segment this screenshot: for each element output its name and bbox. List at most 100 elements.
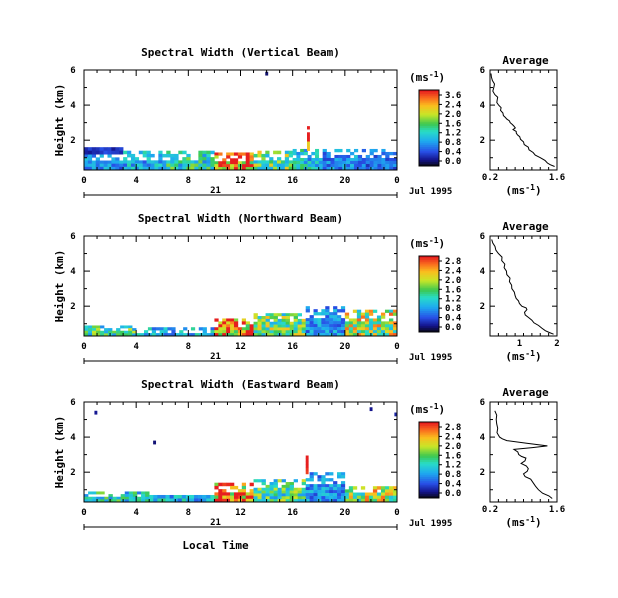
heatmap-cell <box>281 490 286 494</box>
heatmap-cell <box>249 330 254 334</box>
heatmap-cell <box>353 148 359 153</box>
heatmap-cell <box>388 324 394 328</box>
heatmap-cell <box>112 499 117 503</box>
heatmap-cell <box>91 154 97 158</box>
heatmap-cell <box>230 167 235 171</box>
heatmap-cell <box>218 327 223 331</box>
heatmap-cell <box>170 153 175 158</box>
heatmap-cell <box>321 484 326 488</box>
heatmap-cell <box>360 321 366 325</box>
heatmap-cell <box>307 154 312 159</box>
heatmap-cell <box>218 164 223 168</box>
heatmap-cell <box>273 324 278 328</box>
heatmap-cell <box>107 154 112 158</box>
heatmap-cell <box>214 161 219 165</box>
heatmap-cell <box>313 484 318 488</box>
heatmap-cell <box>218 495 223 500</box>
heatmap-cell <box>226 482 231 487</box>
heatmap-cell <box>277 493 282 497</box>
heatmap-cell <box>214 333 219 337</box>
heatmap-cell <box>202 153 207 158</box>
heatmap-cell <box>368 321 374 325</box>
heatmap-cell <box>245 495 250 500</box>
heatmap-cell <box>380 324 386 328</box>
x-tick-label: 4 <box>133 342 139 352</box>
heatmap-cell <box>99 160 104 164</box>
heatmap-cell <box>384 327 390 331</box>
heatmap-cell <box>182 150 187 155</box>
heatmap-cell <box>296 160 301 165</box>
heatmap-cell <box>187 333 192 337</box>
heatmap-cell <box>318 163 323 168</box>
heatmap-cell <box>321 318 326 322</box>
heatmap-cell <box>265 493 270 497</box>
average-y-tick-label: 2 <box>480 302 485 312</box>
heatmap-cell <box>392 489 398 493</box>
heatmap-cell <box>169 498 174 503</box>
colorbar-swatch <box>419 307 439 310</box>
heatmap-cell <box>245 321 250 325</box>
heatmap-cell <box>373 154 378 159</box>
heatmap-cell <box>356 495 362 500</box>
heatmap-cell <box>301 318 307 323</box>
heatmap-cell <box>233 330 239 334</box>
colorbar-swatch <box>419 156 439 159</box>
heatmap-cell <box>333 324 338 328</box>
heatmap-cell <box>340 472 346 476</box>
colorbar-swatch <box>419 152 439 155</box>
colorbar-swatch <box>419 292 439 295</box>
average-x-label-close: ) <box>535 350 542 363</box>
heatmap-cell <box>241 482 247 487</box>
colorbar-unit-exp: -1 <box>429 70 439 79</box>
colorbar-swatch <box>419 118 439 121</box>
heatmap-cell <box>222 318 227 322</box>
heatmap-cell <box>372 492 378 496</box>
heatmap-cell <box>95 157 100 161</box>
heatmap-cell <box>384 498 390 503</box>
heatmap-cell <box>360 327 366 331</box>
heatmap-cell <box>369 163 374 168</box>
date-label: Jul 1995 <box>409 519 452 529</box>
heatmap-cell <box>340 306 346 310</box>
average-profile-line <box>490 73 555 167</box>
heatmap-cell <box>92 330 97 334</box>
heatmap-cell <box>285 327 290 331</box>
heatmap-cell <box>265 166 270 171</box>
heatmap-cell <box>233 498 239 503</box>
heatmap-cell <box>285 499 290 503</box>
colorbar-swatch <box>419 444 439 448</box>
heatmap-cell <box>257 487 262 491</box>
heatmap-cell <box>333 309 338 313</box>
heatmap-cell <box>285 482 290 486</box>
heatmap-cell <box>333 487 338 491</box>
colorbar-swatch <box>419 114 439 117</box>
colorbar-swatch <box>419 91 439 95</box>
heatmap-cell <box>309 321 314 325</box>
heatmap-cell <box>313 490 318 494</box>
heatmap-cell <box>384 495 390 500</box>
heatmap-cell <box>301 482 307 486</box>
colorbar-frame <box>418 421 440 499</box>
heatmap-cell <box>99 147 104 151</box>
heatmap-cell <box>91 166 97 171</box>
heatmap-cell <box>296 151 301 156</box>
heatmap-cell <box>350 151 355 156</box>
heatmap-cell <box>124 496 130 500</box>
heatmap-cell <box>265 330 270 334</box>
x-tick-label: 16 <box>287 176 298 186</box>
heatmap-cell <box>330 166 335 171</box>
heatmap-cell <box>281 316 286 320</box>
colorbar-swatch <box>419 297 439 301</box>
heatmap-cell <box>348 327 354 331</box>
heatmap-cell <box>305 455 309 459</box>
colorbar-swatch <box>419 494 439 497</box>
heatmap-cell <box>124 325 129 329</box>
heatmap-cell <box>340 493 346 497</box>
heatmap-cell <box>96 330 101 334</box>
heatmap-cell <box>281 496 286 500</box>
colorbar-swatch <box>419 265 439 268</box>
heatmap-cell <box>194 498 199 503</box>
heatmap-cell <box>317 496 322 500</box>
heatmap-cell <box>127 153 132 158</box>
heatmap-cell <box>297 318 302 323</box>
